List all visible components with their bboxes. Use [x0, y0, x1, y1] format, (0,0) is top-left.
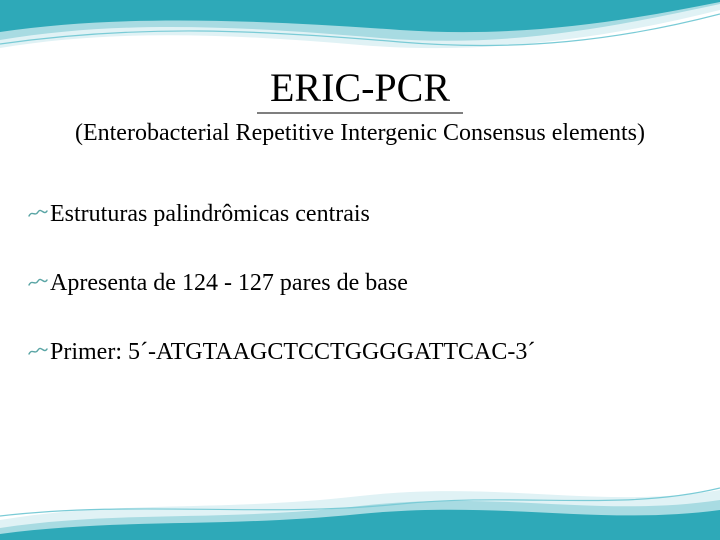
slide-subtitle: (Enterobacterial Repetitive Intergenic C…: [0, 118, 720, 148]
list-item: Estruturas palindrômicas centrais: [28, 200, 688, 229]
scribble-bullet-icon: [28, 338, 50, 366]
slide: ERIC-PCR (Enterobacterial Repetitive Int…: [0, 0, 720, 540]
scribble-bullet-icon: [28, 269, 50, 297]
scribble-bullet-icon: [28, 200, 50, 228]
list-item: Apresenta de 124 - 127 pares de base: [28, 269, 688, 298]
bullet-text: Apresenta de 124 - 127 pares de base: [50, 269, 408, 298]
bottom-swoosh-decoration: [0, 460, 720, 540]
list-item: Primer: 5´-ATGTAAGCTCCTGGGGATTCAC-3´: [28, 338, 688, 367]
bullet-text: Estruturas palindrômicas centrais: [50, 200, 370, 229]
slide-body: Estruturas palindrômicas centrais Aprese…: [28, 200, 688, 406]
title-underline: [257, 112, 463, 114]
slide-title: ERIC-PCR: [0, 64, 720, 111]
top-swoosh-decoration: [0, 0, 720, 70]
bullet-text: Primer: 5´-ATGTAAGCTCCTGGGGATTCAC-3´: [50, 338, 535, 367]
